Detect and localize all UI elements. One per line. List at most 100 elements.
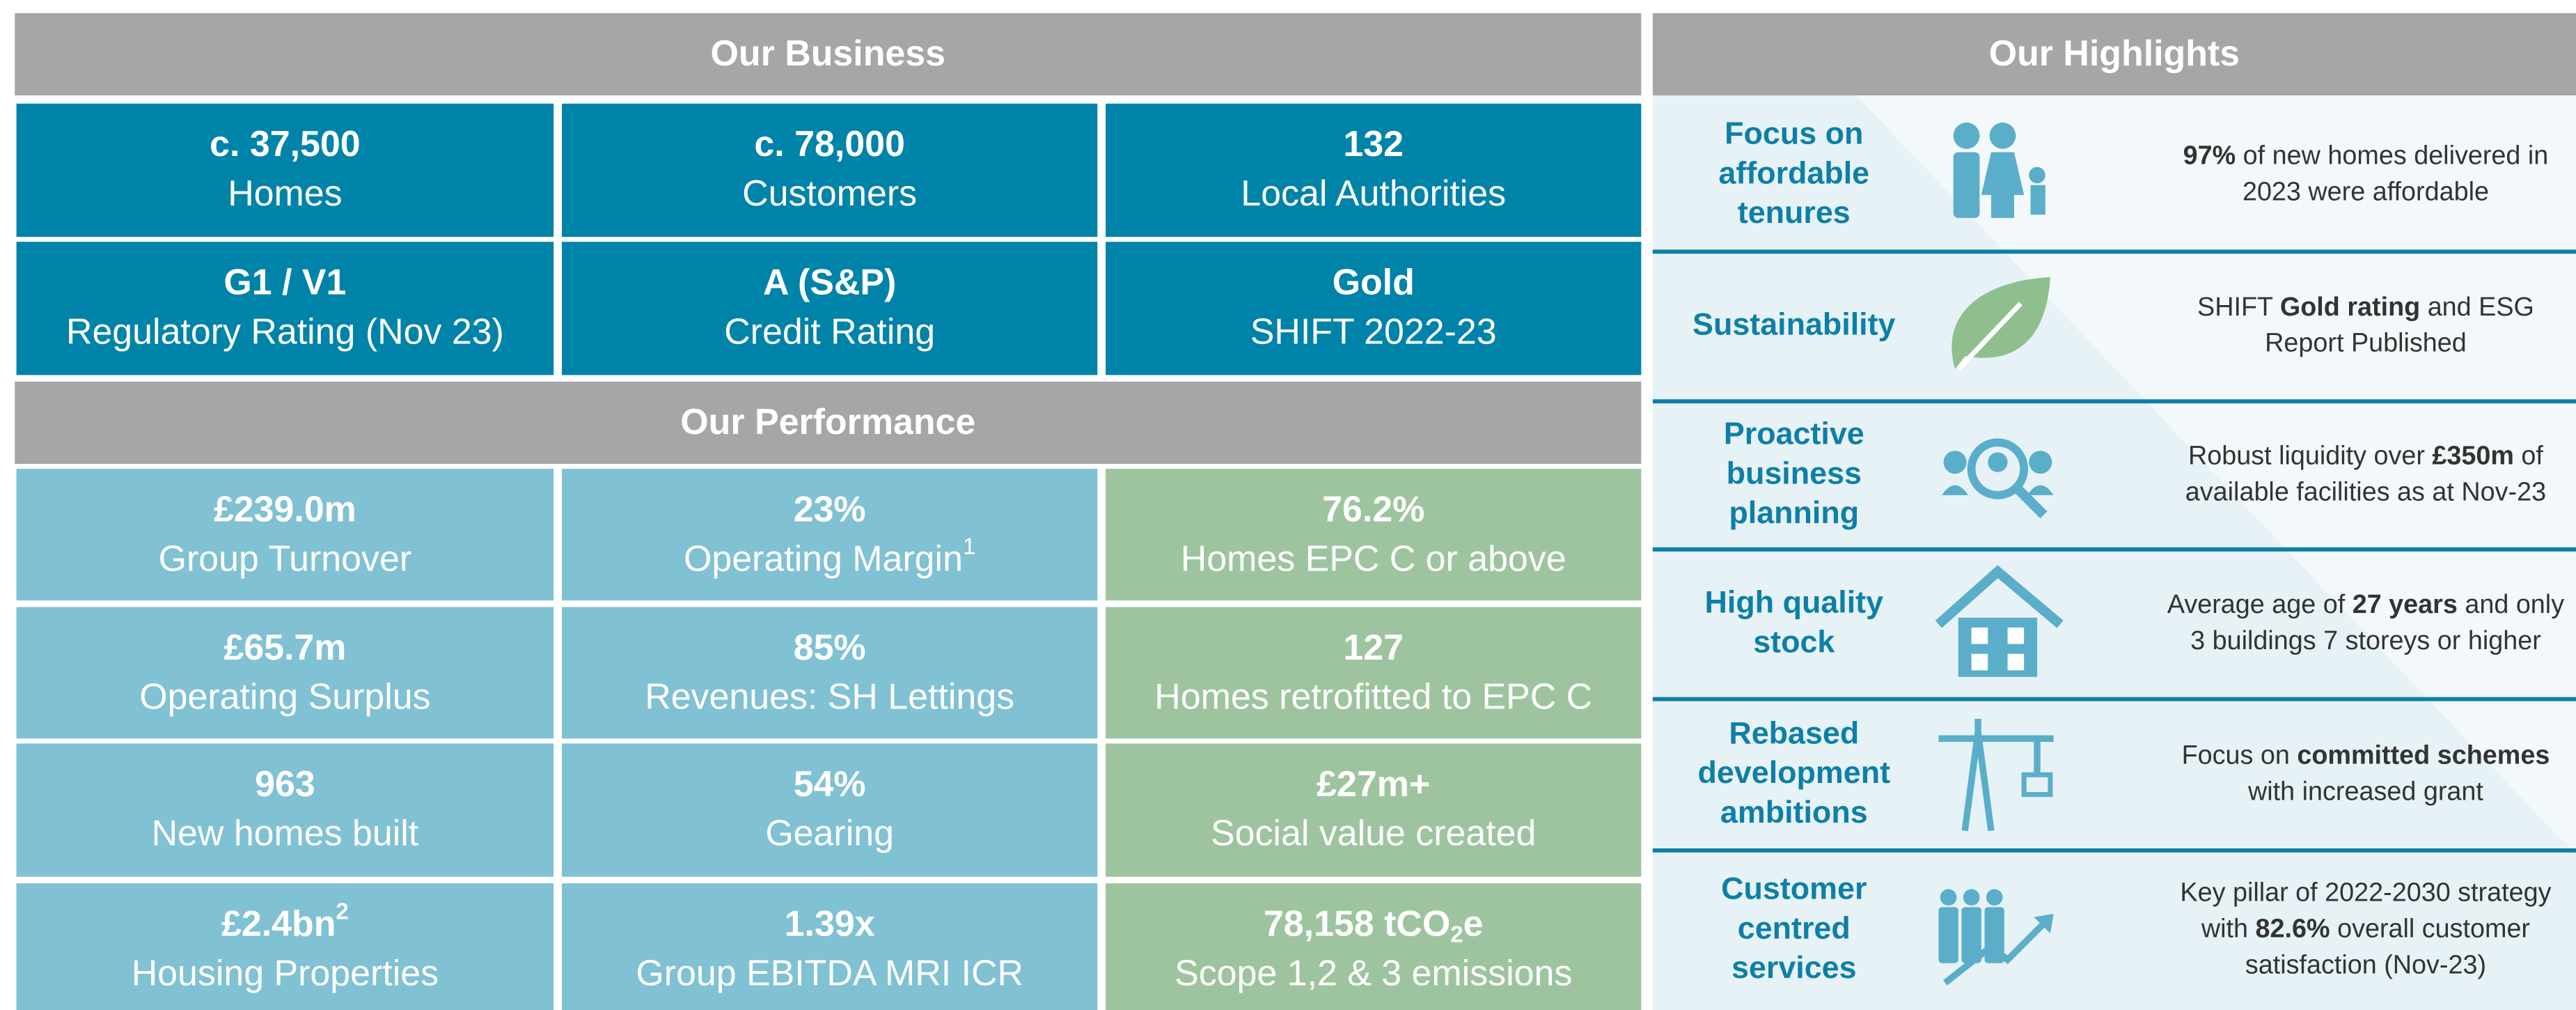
icon-part bbox=[1956, 302, 2023, 371]
highlight-icon bbox=[1938, 719, 2054, 832]
tile bbox=[562, 242, 1098, 375]
section-title: Our Highlights bbox=[1989, 33, 2240, 74]
icon-part bbox=[2034, 913, 2054, 934]
tile-value: 1.39x bbox=[785, 903, 875, 944]
icon-part bbox=[2007, 627, 2025, 644]
text-segment: Gold rating bbox=[2280, 293, 2420, 322]
tile bbox=[1106, 103, 1642, 238]
tile bbox=[1106, 743, 1642, 877]
highlight-heading: affordable bbox=[1718, 155, 1869, 190]
text-segment: Report Published bbox=[2265, 329, 2467, 358]
label-text: New homes built bbox=[152, 813, 419, 853]
highlight-text: SHIFT Gold rating and ESG bbox=[2197, 293, 2534, 322]
highlight-text: satisfaction (Nov-23) bbox=[2245, 950, 2486, 979]
tile bbox=[16, 103, 554, 238]
tile-label: Homes retrofitted to EPC C bbox=[1154, 676, 1592, 717]
highlight-heading: High quality bbox=[1705, 584, 1884, 620]
value-text: 85% bbox=[794, 628, 866, 668]
value-text: £65.7m bbox=[223, 628, 346, 668]
tile-label: Group EBITDA MRI ICR bbox=[636, 953, 1023, 993]
text-segment: Focus on bbox=[2182, 740, 2298, 770]
tile bbox=[1106, 242, 1642, 375]
tile-label: Gearing bbox=[765, 813, 894, 853]
highlight-text: Average age of 27 years and only bbox=[2167, 590, 2564, 619]
highlight-heading: tenures bbox=[1738, 194, 1851, 230]
text-segment: 82.6% bbox=[2256, 914, 2330, 943]
text-segment: available facilities as at Nov-23 bbox=[2185, 477, 2546, 506]
tile-label: Homes EPC C or above bbox=[1181, 538, 1566, 579]
tile-label: Homes bbox=[228, 173, 342, 214]
highlight-heading: Sustainability bbox=[1693, 306, 1895, 342]
tile-label: New homes built bbox=[152, 813, 419, 853]
value-text: 1.39x bbox=[785, 903, 875, 944]
label-text: Credit Rating bbox=[724, 311, 935, 352]
tile-label: Operating Surplus bbox=[139, 676, 430, 717]
tile-value: c. 78,000 bbox=[754, 124, 904, 164]
highlight-text: 3 buildings 7 storeys or higher bbox=[2190, 626, 2541, 655]
value-text: c. 78,000 bbox=[754, 124, 904, 164]
tile-value: 78,158 tCO2e bbox=[1264, 903, 1484, 947]
tile-value: 76.2% bbox=[1322, 489, 1424, 529]
tile-value: 23% bbox=[794, 489, 866, 529]
value-text: 132 bbox=[1343, 124, 1404, 164]
tile bbox=[16, 469, 554, 600]
tile-value: 54% bbox=[794, 764, 866, 805]
tile-label: Local Authorities bbox=[1241, 173, 1506, 214]
highlight-heading: stock bbox=[1753, 623, 1835, 659]
tile-value: c. 37,500 bbox=[210, 124, 360, 164]
value-sub: 2 bbox=[1450, 922, 1463, 947]
highlight-heading: planning bbox=[1729, 495, 1859, 530]
section-header bbox=[1652, 13, 2576, 95]
icon-part bbox=[1953, 122, 1980, 149]
highlight-icon bbox=[1935, 565, 2064, 677]
text-segment: Robust liquidity over bbox=[2188, 441, 2432, 470]
highlight-heading: Focus on bbox=[1725, 116, 1863, 151]
tile bbox=[562, 743, 1098, 877]
tile bbox=[16, 743, 554, 877]
tile bbox=[562, 883, 1098, 1010]
label-text: SHIFT 2022-23 bbox=[1250, 311, 1497, 352]
value-text: c. 37,500 bbox=[210, 124, 360, 164]
section-title: Our Business bbox=[711, 33, 945, 74]
icon-part bbox=[1988, 452, 2008, 472]
icon-part bbox=[1938, 719, 2054, 832]
icon-part bbox=[2029, 451, 2052, 474]
tile-label: Operating Margin1 bbox=[684, 534, 975, 579]
tile bbox=[1106, 469, 1642, 600]
text-segment: with increased grant bbox=[2247, 777, 2483, 806]
icon-part bbox=[1961, 907, 1981, 963]
value-text: 127 bbox=[1343, 628, 1404, 668]
highlight-icon bbox=[1951, 277, 2050, 371]
tile bbox=[562, 607, 1098, 739]
value-text: 23% bbox=[794, 489, 866, 529]
text-segment: and ESG bbox=[2420, 293, 2534, 322]
highlight-icon bbox=[1953, 122, 2045, 218]
highlight-heading: ambitions bbox=[1720, 794, 1868, 830]
tile-label: Group Turnover bbox=[159, 538, 411, 579]
text-segment: of bbox=[2514, 441, 2543, 470]
value-text: 54% bbox=[794, 764, 866, 805]
highlight-text: with increased grant bbox=[2247, 777, 2483, 806]
text-segment: overall customer bbox=[2330, 914, 2530, 943]
icon-part bbox=[1989, 122, 2016, 149]
icon-part bbox=[1935, 565, 2064, 628]
icon-part bbox=[2021, 772, 2053, 798]
label-text: Local Authorities bbox=[1241, 173, 1506, 214]
text-segment: £350m bbox=[2432, 441, 2514, 470]
highlight-heading: services bbox=[1731, 949, 1856, 985]
highlight-heading: centred bbox=[1738, 910, 1851, 945]
tile-value: 127 bbox=[1343, 628, 1404, 668]
tile-value: 85% bbox=[794, 628, 866, 668]
tile-label: Regulatory Rating (Nov 23) bbox=[66, 311, 504, 352]
label-text: Social value created bbox=[1211, 813, 1536, 853]
icon-part bbox=[1942, 485, 2054, 495]
tile-label: Revenues: SH Lettings bbox=[645, 676, 1014, 717]
icon-part bbox=[1963, 889, 1980, 906]
icon-part bbox=[1971, 627, 1988, 644]
text-segment: with bbox=[2201, 914, 2256, 943]
icon-part bbox=[1940, 889, 1957, 906]
highlight-heading: Customer bbox=[1721, 871, 1867, 906]
tile-label: Scope 1,2 & 3 emissions bbox=[1175, 953, 1572, 993]
value-sup: 2 bbox=[336, 899, 348, 924]
